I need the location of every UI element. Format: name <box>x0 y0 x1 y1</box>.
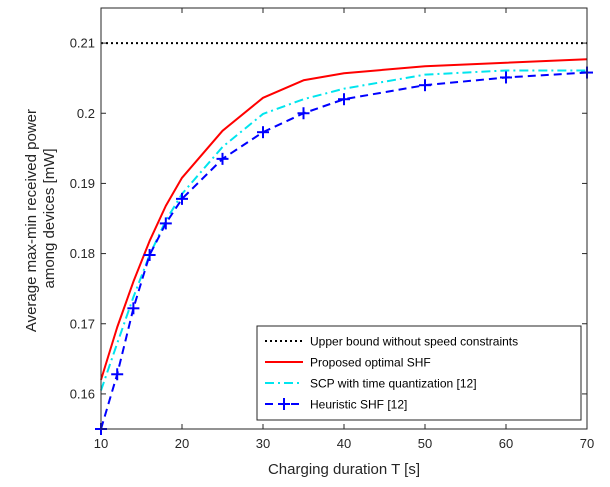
data-point <box>143 248 156 261</box>
x-tick-label: 70 <box>580 436 594 451</box>
data-point <box>257 126 269 139</box>
y-axis-label: Average max-min received power among dev… <box>23 105 58 332</box>
x-tick-label: 30 <box>256 436 270 451</box>
series-3 <box>95 66 593 435</box>
series-2 <box>100 69 587 391</box>
y-tick-label: 0.19 <box>70 176 95 191</box>
legend-item: Upper bound without speed constraints <box>265 335 518 349</box>
series-1 <box>100 58 588 381</box>
data-point <box>338 93 350 106</box>
x-tick-label: 20 <box>175 436 189 451</box>
y-tick-label: 0.18 <box>70 246 95 261</box>
x-axis-label: Charging duration T [s] <box>268 461 420 478</box>
data-point <box>419 79 431 92</box>
series-line <box>100 69 587 391</box>
y-tick-label: 0.21 <box>70 36 95 51</box>
y-tick-label: 0.16 <box>70 386 95 401</box>
data-point <box>500 71 512 84</box>
data-point <box>159 217 172 230</box>
data-point <box>111 368 124 381</box>
data-point <box>297 107 310 120</box>
y-axis-label-line-2: among devices [mW] <box>41 148 58 288</box>
x-tick-label: 40 <box>337 436 351 451</box>
data-point <box>127 302 140 315</box>
legend-label: Heuristic SHF [12] <box>310 398 407 412</box>
x-tick-label: 50 <box>418 436 432 451</box>
data-point <box>176 192 188 205</box>
legend-label: Upper bound without speed constraints <box>310 335 518 349</box>
legend-marker <box>278 398 290 410</box>
legend: Upper bound without speed constraints Pro… <box>256 325 582 421</box>
legend-item: Proposed optimal SHF <box>265 356 431 370</box>
data-point <box>216 152 229 165</box>
y-tick-label: 0.2 <box>77 106 95 121</box>
legend-box <box>256 325 582 421</box>
legend-item: Heuristic SHF [12] <box>265 398 407 412</box>
legend-item: SCP with time quantization [12] <box>265 377 477 391</box>
y-tick-label: 0.17 <box>70 316 95 331</box>
ticks-layer: 10 20 30 40 50 60 70 0.16 0.17 0.18 0.19 0.2 0.21 <box>70 8 594 451</box>
series-line <box>100 58 588 381</box>
x-tick-label: 10 <box>94 436 108 451</box>
legend-label: SCP with time quantization [12] <box>310 377 477 391</box>
y-axis-label-line-1: Average max-min received power <box>23 109 40 332</box>
x-tick-label: 60 <box>499 436 513 451</box>
series-layer <box>95 42 593 435</box>
legend-label: Proposed optimal SHF <box>310 356 431 370</box>
